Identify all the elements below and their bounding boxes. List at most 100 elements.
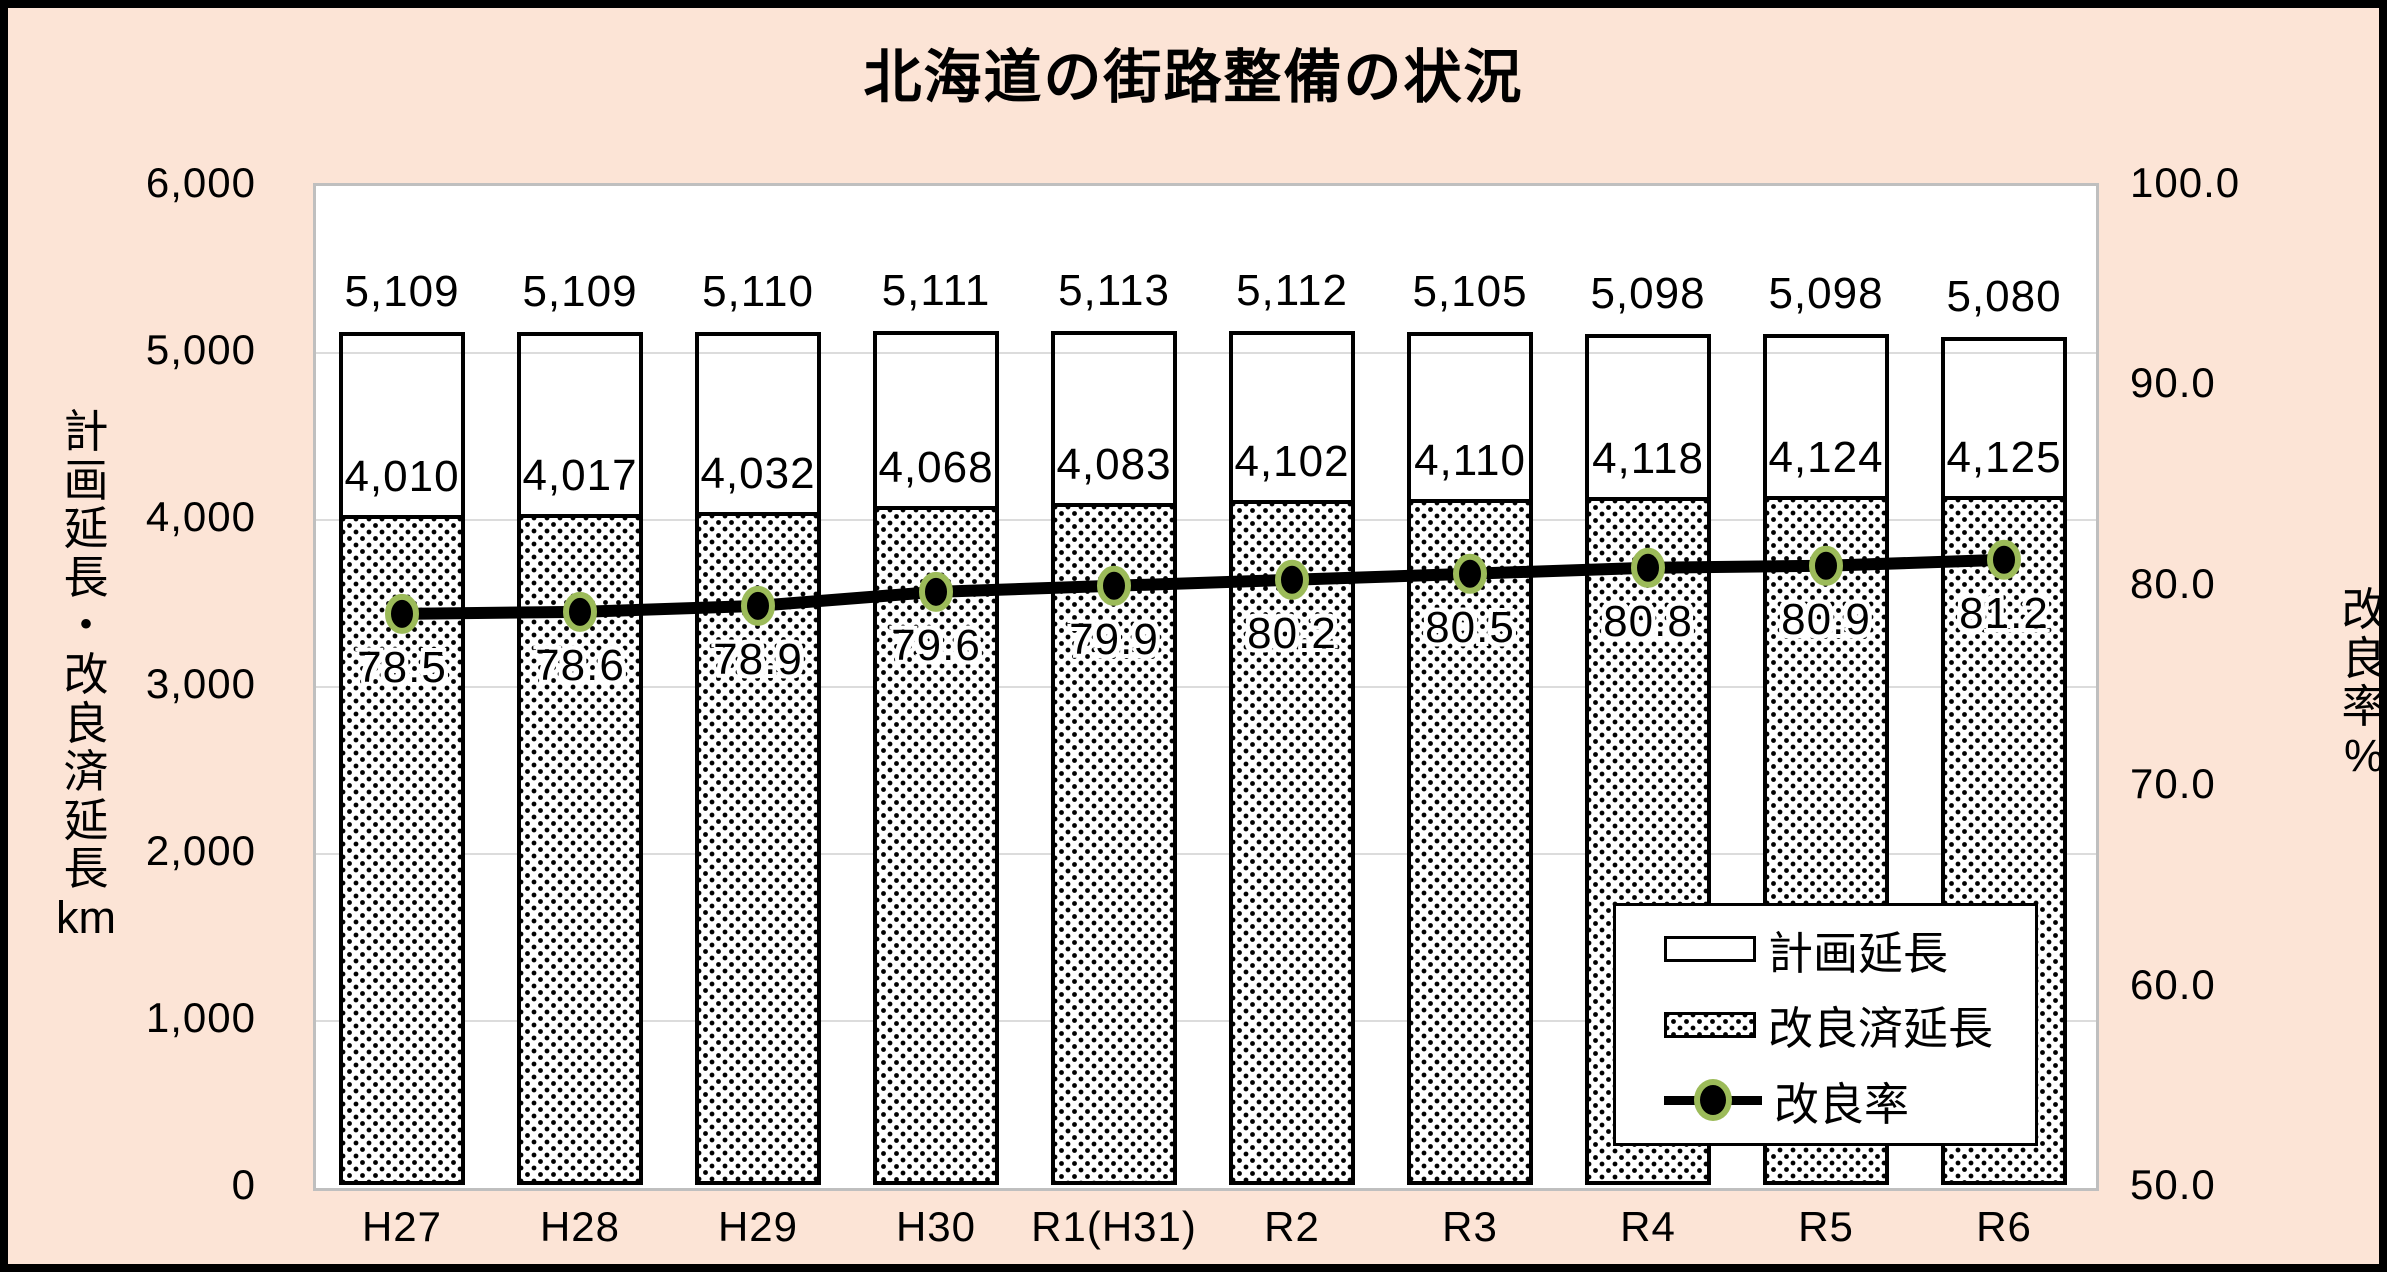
right-axis-tick: 60.0 [2130,960,2216,1008]
x-axis-tick: H30 [895,1203,977,1250]
rate-value-label: 78.6 [535,640,625,690]
right-axis-title-char: % [2343,729,2384,781]
legend-item-improved: 改良済延長 [1664,992,2035,1057]
rate-marker [1097,565,1131,606]
x-axis-tick: H28 [539,1203,621,1250]
plan-value-label: 5,098 [1768,268,1884,318]
rate-value-label: 79.6 [891,620,981,670]
rate-marker [1987,539,2021,580]
x-axis-tick: R3 [1442,1203,1498,1250]
improved-bar [695,511,821,1185]
improved-bar [873,505,999,1185]
chart-title: 北海道の街路整備の状況 [863,45,1524,110]
improved-value-label: 4,125 [1946,433,2062,483]
left-axis-tick: 5,000 [145,326,256,373]
rate-value-label: 78.9 [713,634,803,684]
legend-item-rate: 改良率 [1664,1068,2035,1133]
left-axis-title-char: 延 [63,503,109,555]
rate-value-label: 79.9 [1069,614,1159,664]
improved-bar [339,515,465,1185]
improved-value-label: 4,124 [1768,433,1884,483]
x-axis-tick: R5 [1798,1203,1854,1250]
plan-value-label: 5,105 [1412,267,1528,317]
left-axis-title-char: ・ [63,600,109,652]
rate-marker [741,585,775,626]
rate-marker [385,593,419,634]
left-axis-tick: 3,000 [145,660,256,707]
legend: 計画延長 改良済延長 改良率 [1613,903,2038,1146]
right-axis-title-char: 改 [2341,584,2387,635]
improved-value-label: 4,068 [878,442,994,492]
right-axis-tick: 80.0 [2130,559,2216,607]
left-axis-title-unit: km [56,891,116,943]
left-axis-title-char: 延 [63,794,109,846]
left-axis-title-char: 画 [63,454,109,506]
legend-swatch-improved-bar [1664,1011,1756,1038]
improved-value-label: 4,102 [1234,436,1350,486]
x-axis-tick: R2 [1264,1203,1320,1250]
rate-marker [1275,559,1309,600]
left-axis-tick: 1,000 [145,994,256,1041]
rate-line [401,553,2005,620]
left-axis-tick: 0 [231,1161,256,1208]
rate-value-label: 80.9 [1781,594,1871,644]
x-axis-tick: R4 [1620,1203,1676,1250]
left-axis-tick: 4,000 [145,493,256,540]
left-axis-title-char: 計 [63,406,109,457]
rate-value-label: 78.5 [357,642,447,692]
rate-marker [1809,545,1843,586]
left-axis-title-char: 長 [63,843,109,895]
legend-label-rate: 改良率 [1774,1078,1910,1130]
rate-value-label: 81.2 [1959,588,2049,638]
gridline [316,686,2096,688]
x-axis-tick: R6 [1976,1203,2032,1250]
improved-value-label: 4,032 [700,448,816,498]
improved-value-label: 4,110 [1414,435,1526,485]
right-axis-title-char: 良 [2341,632,2387,684]
right-axis-tick: 100.0 [2130,159,2241,206]
legend-label-plan: 計画延長 [1768,927,1949,979]
plan-value-label: 5,109 [522,266,638,316]
plan-value-label: 5,098 [1590,268,1706,318]
plan-value-label: 5,113 [1058,266,1170,316]
left-axis-title-char: 長 [63,551,109,603]
improved-value-label: 4,010 [344,452,460,502]
legend-swatch-rate-line [1664,1079,1762,1121]
plan-value-label: 5,080 [1946,271,2062,321]
gridline [316,853,2096,855]
left-axis-tick: 6,000 [145,159,256,206]
plan-value-label: 5,111 [881,266,991,316]
x-axis-tick: H27 [361,1203,443,1250]
right-axis-tick: 50.0 [2130,1161,2216,1208]
left-axis-title-char: 良 [63,697,109,749]
rate-marker [1453,553,1487,594]
right-axis-title: 改良率% [2338,584,2387,781]
improved-bar [1407,498,1533,1185]
rate-marker [919,571,953,612]
rate-marker [1631,547,1665,588]
rate-line-chart [385,539,2021,634]
right-axis-tick: 70.0 [2130,760,2216,808]
rate-marker-icon [1694,1079,1732,1121]
legend-swatch-plan-bar [1664,936,1756,962]
plan-value-label: 5,110 [702,266,814,316]
improved-bar [1229,499,1355,1185]
left-axis-title: 計画延長・改良済延長 km [56,406,116,943]
plan-value-label: 5,109 [344,266,460,316]
x-axis-tick: H29 [717,1203,799,1250]
improved-bar [1051,503,1177,1185]
improved-value-label: 4,118 [1592,434,1704,484]
legend-item-plan: 計画延長 [1664,917,2035,982]
left-axis-tick: 2,000 [145,827,256,874]
left-axis-title-char: 済 [63,746,109,798]
right-axis-title-char: 率 [2341,681,2387,733]
left-axis-title-char: 改 [63,648,109,700]
plan-value-label: 5,112 [1236,266,1348,316]
legend-label-improved: 改良済延長 [1768,1003,1994,1054]
rate-value-label: 80.8 [1603,596,1693,646]
x-axis-tick: R1(H31) [1031,1203,1197,1250]
rate-marker [563,591,597,632]
rate-value-label: 80.2 [1247,608,1337,658]
gridline [316,519,2096,521]
